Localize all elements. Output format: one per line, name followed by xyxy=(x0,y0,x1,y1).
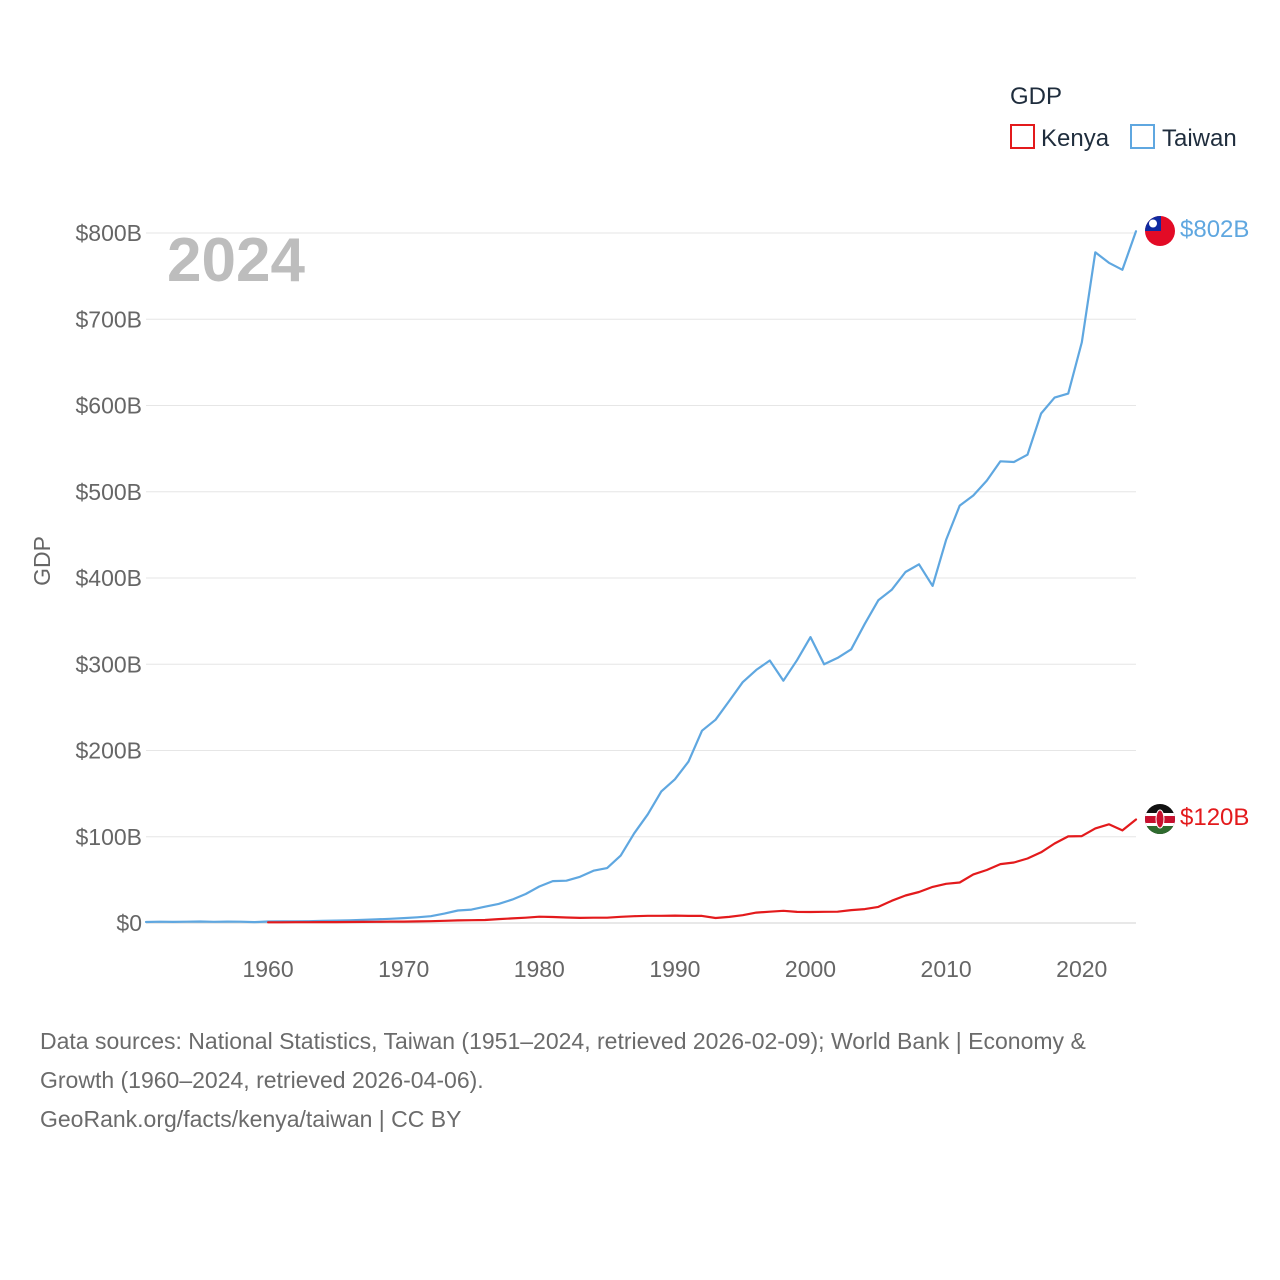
taiwan-end-value: $802B xyxy=(1180,216,1249,243)
y-tick-label: $100B xyxy=(75,824,142,850)
legend-item-kenya[interactable]: Kenya xyxy=(1010,124,1110,152)
series-line-kenya xyxy=(267,818,1138,924)
series-lines xyxy=(144,230,1138,924)
kenya-end-value: $120B xyxy=(1180,804,1249,831)
y-axis-ticks: $0 $100B $200B $300B $400B $500B $600B $700B $80… xyxy=(75,220,142,936)
gdp-line-chart: $0 $100B $200B $300B $400B $500B $600B $700B $80… xyxy=(29,83,1249,982)
x-tick-label: 2010 xyxy=(921,956,972,982)
chart-footer: Data sources: National Statistics, Taiwa… xyxy=(40,1022,1240,1139)
data-sources-line-1: Data sources: National Statistics, Taiwa… xyxy=(40,1028,1086,1054)
legend-swatch-kenya xyxy=(1010,124,1035,149)
legend-label-kenya: Kenya xyxy=(1041,125,1110,152)
x-tick-label: 1990 xyxy=(649,956,700,982)
x-tick-label: 2000 xyxy=(785,956,836,982)
current-year-label: 2024 xyxy=(167,226,305,295)
legend-item-taiwan[interactable]: Taiwan xyxy=(1130,124,1237,152)
y-tick-label: $500B xyxy=(75,479,142,505)
legend-label-taiwan: Taiwan xyxy=(1162,125,1237,152)
y-tick-label: $400B xyxy=(75,565,142,591)
x-tick-label: 1970 xyxy=(378,956,429,982)
y-tick-label: $0 xyxy=(116,910,142,936)
y-axis-title: GDP xyxy=(29,536,55,586)
legend-title: GDP xyxy=(1010,83,1062,110)
taiwan-flag-icon xyxy=(1145,216,1175,246)
data-sources-line-2: Growth (1960–2024, retrieved 2026-04-06)… xyxy=(40,1067,484,1093)
kenya-flag-icon xyxy=(1145,804,1175,834)
gridlines xyxy=(146,232,1136,924)
y-tick-label: $600B xyxy=(75,393,142,419)
x-tick-label: 2020 xyxy=(1056,956,1107,982)
x-tick-label: 1980 xyxy=(514,956,565,982)
legend-swatch-taiwan xyxy=(1130,124,1155,149)
y-tick-label: $200B xyxy=(75,738,142,764)
x-axis-ticks: 1960 1970 1980 1990 2000 2010 2020 xyxy=(242,956,1107,982)
credit-line[interactable]: GeoRank.org/facts/kenya/taiwan | CC BY xyxy=(40,1106,462,1132)
y-tick-label: $300B xyxy=(75,651,142,677)
y-tick-label: $800B xyxy=(75,220,142,246)
x-tick-label: 1960 xyxy=(242,956,293,982)
y-tick-label: $700B xyxy=(75,306,142,332)
series-line-taiwan xyxy=(144,230,1138,924)
legend: GDP Kenya Taiwan xyxy=(1010,83,1237,152)
